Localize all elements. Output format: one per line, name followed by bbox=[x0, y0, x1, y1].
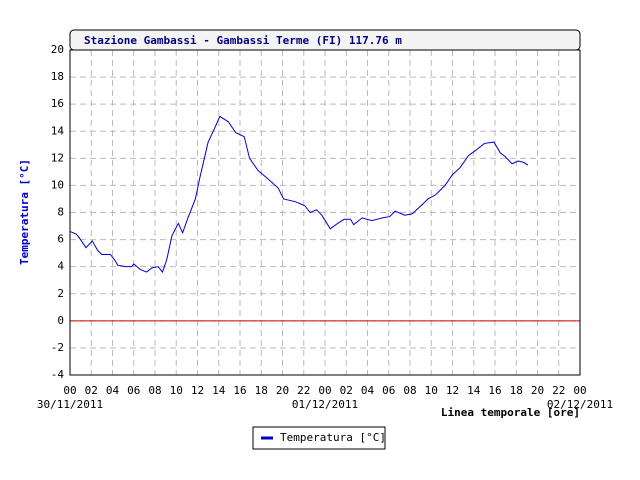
plot-border bbox=[69, 49, 581, 376]
x-tick-label: 14 bbox=[467, 384, 481, 397]
x-tick-label: 18 bbox=[510, 384, 523, 397]
y-tick-label: 12 bbox=[51, 151, 64, 164]
x-tick-label: 16 bbox=[488, 384, 501, 397]
y-tick-label: 8 bbox=[57, 206, 64, 219]
x-tick-label: 18 bbox=[255, 384, 268, 397]
x-tick-label: 02 bbox=[85, 384, 98, 397]
x-tick-label: 00 bbox=[63, 384, 76, 397]
y-tick-label: 2 bbox=[57, 287, 64, 300]
x-tick-label: 10 bbox=[425, 384, 438, 397]
x-tick-label: 08 bbox=[403, 384, 416, 397]
x-tick-label: 20 bbox=[276, 384, 289, 397]
x-tick-label: 12 bbox=[191, 384, 204, 397]
y-tick-label: -4 bbox=[51, 368, 65, 381]
x-tick-label: 02 bbox=[340, 384, 353, 397]
chart-title: Stazione Gambassi - Gambassi Terme (FI) … bbox=[84, 34, 402, 47]
y-tick-label: 20 bbox=[51, 43, 64, 56]
x-tick-label: 04 bbox=[361, 384, 375, 397]
legend-box bbox=[252, 426, 386, 450]
x-tick-label: 10 bbox=[170, 384, 183, 397]
y-tick-label: 6 bbox=[57, 233, 64, 246]
y-tick-label: 16 bbox=[51, 97, 64, 110]
date-label: 02/12/2011 bbox=[547, 398, 613, 411]
x-axis-label: Linea temporale [ore] bbox=[441, 406, 580, 419]
date-label: 30/11/2011 bbox=[37, 398, 103, 411]
legend-label: Temperatura [°C] bbox=[280, 431, 386, 444]
y-tick-label: 4 bbox=[57, 260, 64, 273]
x-tick-label: 00 bbox=[573, 384, 586, 397]
x-tick-label: 04 bbox=[106, 384, 120, 397]
x-tick-label: 20 bbox=[531, 384, 544, 397]
y-tick-label: 18 bbox=[51, 70, 64, 83]
x-tick-label: 08 bbox=[148, 384, 161, 397]
x-tick-label: 06 bbox=[127, 384, 140, 397]
x-tick-label: 14 bbox=[212, 384, 226, 397]
y-tick-label: -2 bbox=[51, 341, 64, 354]
series-line bbox=[69, 115, 529, 274]
y-axis-label: Temperatura [°C] bbox=[18, 159, 31, 265]
x-tick-label: 06 bbox=[382, 384, 395, 397]
x-tick-label: 00 bbox=[318, 384, 331, 397]
y-tick-label: 0 bbox=[57, 314, 64, 327]
date-label: 01/12/2011 bbox=[292, 398, 358, 411]
x-tick-label: 22 bbox=[552, 384, 565, 397]
x-tick-label: 16 bbox=[233, 384, 246, 397]
x-tick-label: 12 bbox=[446, 384, 459, 397]
x-tick-label: 22 bbox=[297, 384, 310, 397]
y-tick-label: 10 bbox=[51, 178, 64, 191]
y-tick-label: 14 bbox=[51, 124, 65, 137]
